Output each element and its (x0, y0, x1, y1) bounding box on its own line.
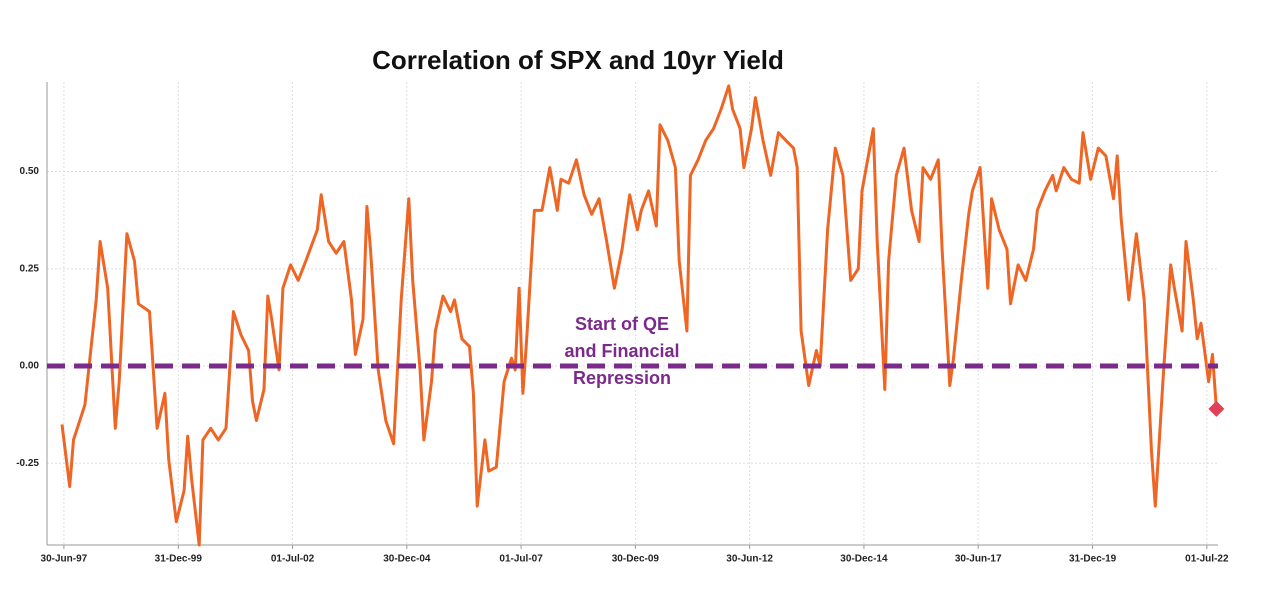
chart-title: Correlation of SPX and 10yr Yield (372, 45, 784, 75)
x-tick-label: 01-Jul-02 (271, 554, 315, 565)
series-line (60, 84, 1218, 547)
y-tick-label: 0.00 (20, 361, 40, 372)
x-tick-label: 30-Dec-09 (612, 554, 660, 565)
end-marker (1208, 400, 1225, 417)
x-tick-label: 30-Jun-12 (726, 554, 773, 565)
x-tick-label: 31-Dec-19 (1069, 554, 1117, 565)
y-tick-label: 0.50 (20, 166, 40, 177)
annotation: Start of QE (575, 314, 669, 334)
x-tick-label: 30-Jun-17 (955, 554, 1002, 565)
annotation: and Financial (564, 341, 679, 361)
x-tick-label: 30-Dec-14 (840, 554, 888, 565)
x-tick-label: 30-Dec-04 (383, 554, 431, 565)
x-tick-label: 01-Jul-07 (499, 554, 543, 565)
x-tick-label: 01-Jul-22 (1185, 554, 1229, 565)
x-tick-label: 31-Dec-99 (155, 554, 203, 565)
annotation: Repression (573, 368, 671, 388)
y-tick-label: -0.25 (16, 458, 39, 469)
y-tick-label: 0.25 (20, 263, 40, 274)
x-tick-label: 30-Jun-97 (41, 554, 88, 565)
